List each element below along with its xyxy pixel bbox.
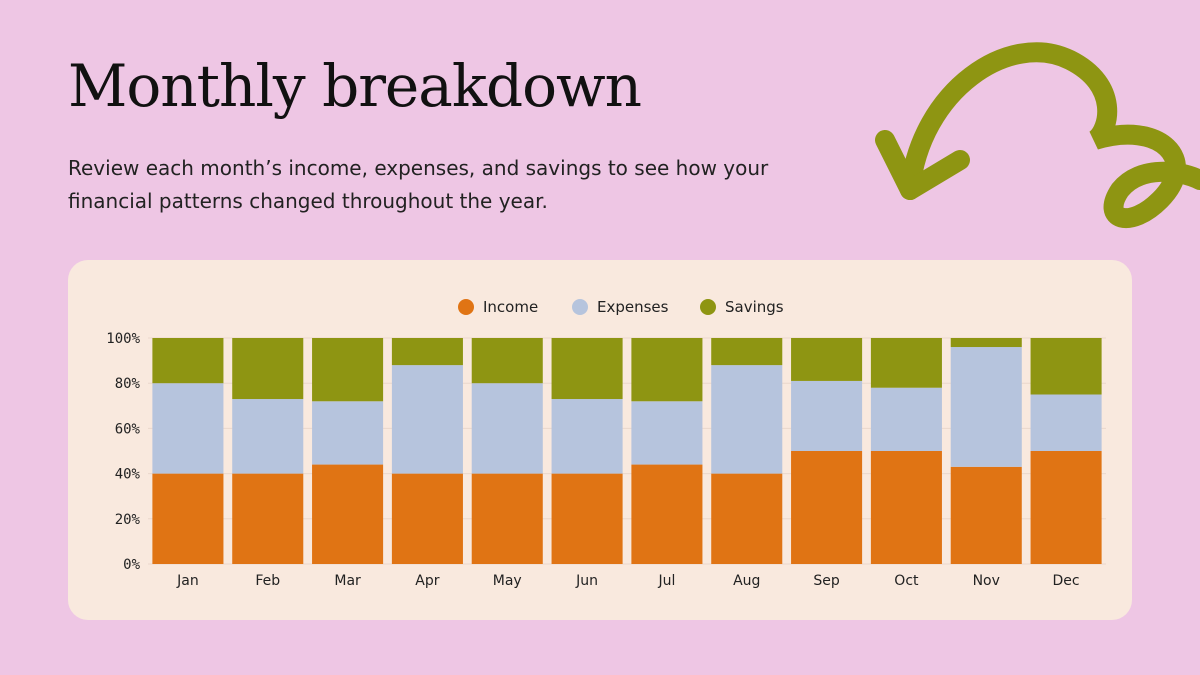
bar-savings-apr [391, 338, 463, 366]
bar-savings-aug [711, 338, 783, 366]
stacked-bar-chart: 0% 20% 40% 60% 80% 100% Jan Feb Mar Apr May Jun Jul A… [106, 298, 1106, 589]
bar-income-dec [1030, 451, 1102, 564]
x-tick-label: Jan [176, 573, 199, 589]
bar-expenses-may [471, 383, 543, 474]
bar-savings-oct [870, 338, 942, 388]
legend-marker-expenses [572, 299, 588, 315]
x-tick-label: Apr [415, 573, 439, 589]
bar-savings-jul [631, 338, 703, 402]
x-tick-label: May [493, 573, 522, 589]
legend-label-income: Income [483, 298, 538, 316]
bar-expenses-mar [312, 401, 384, 465]
bar-income-aug [711, 473, 783, 564]
bar-income-feb [232, 473, 304, 564]
x-tick-label: Jul [657, 573, 675, 589]
bar-savings-jun [551, 338, 623, 400]
slide-title: Monthly breakdown [68, 52, 642, 120]
bar-savings-mar [312, 338, 384, 402]
y-tick-label: 100% [106, 331, 140, 347]
x-tick-label: Mar [334, 573, 361, 589]
bar-expenses-aug [711, 365, 783, 474]
bar-savings-may [471, 338, 543, 384]
x-tick-label: Jun [575, 573, 598, 589]
legend-label-savings: Savings [725, 298, 784, 316]
bar-savings-sep [791, 338, 863, 381]
legend-label-expenses: Expenses [597, 298, 669, 316]
legend-marker-savings [700, 299, 716, 315]
slide-subtitle: Review each month’s income, expenses, an… [68, 156, 769, 213]
y-tick-label: 40% [115, 467, 141, 483]
bar-expenses-apr [391, 365, 463, 474]
bar-income-may [471, 473, 543, 564]
bar-income-mar [312, 464, 384, 564]
chart-panel: 0% 20% 40% 60% 80% 100% Jan Feb Mar Apr May Jun Jul A… [68, 260, 1132, 620]
bar-expenses-nov [950, 347, 1022, 467]
y-tick-label: 80% [115, 376, 141, 392]
bar-savings-feb [232, 338, 304, 400]
legend-marker-income [458, 299, 474, 315]
x-tick-label: Sep [813, 573, 840, 589]
bar-expenses-dec [1030, 394, 1102, 451]
bar-expenses-oct [870, 387, 942, 451]
bar-expenses-jan [152, 383, 224, 474]
bar-savings-nov [950, 338, 1022, 348]
bar-expenses-jul [631, 401, 703, 465]
bar-savings-dec [1030, 338, 1102, 395]
y-tick-label: 0% [123, 557, 140, 573]
bar-income-nov [950, 466, 1022, 564]
x-tick-label: Oct [894, 573, 919, 589]
bar-expenses-sep [791, 380, 863, 451]
bar-income-jul [631, 464, 703, 564]
bar-income-jun [551, 473, 623, 564]
y-tick-label: 60% [115, 421, 141, 437]
bar-income-jan [152, 473, 224, 564]
curly-arrow-icon [875, 42, 1200, 228]
bar-expenses-jun [551, 399, 623, 474]
x-tick-label: Aug [733, 573, 760, 589]
x-tick-label: Dec [1053, 573, 1080, 589]
bar-income-sep [791, 451, 863, 564]
bar-income-oct [870, 451, 942, 564]
bar-expenses-feb [232, 399, 304, 474]
x-tick-label: Nov [973, 573, 1000, 589]
bar-savings-jan [152, 338, 224, 384]
y-tick-label: 20% [115, 512, 141, 528]
x-tick-label: Feb [255, 573, 280, 589]
bar-income-apr [391, 473, 463, 564]
